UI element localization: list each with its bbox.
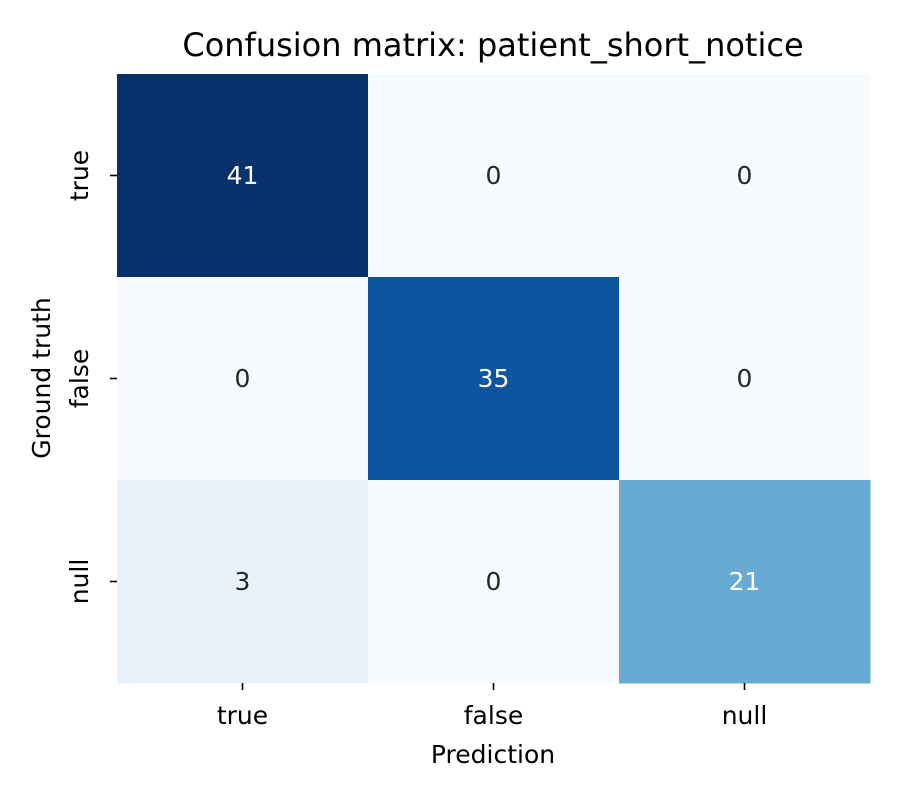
heatmap-cell-0-0 <box>117 74 369 278</box>
y-tick-label-0: true <box>65 150 94 201</box>
x-tick-label-0: true <box>217 701 268 730</box>
heatmap-cells <box>117 74 871 684</box>
cell-value-label-2-2: 21 <box>729 567 761 596</box>
cell-value-label-0-2: 0 <box>737 161 753 190</box>
heatmap-cell-1-1 <box>368 277 620 481</box>
y-tick-label-1: false <box>65 349 94 408</box>
y-axis-label: Ground truth <box>27 297 56 458</box>
cell-value-label-2-0: 3 <box>235 567 251 596</box>
cell-value-label-1-2: 0 <box>737 364 753 393</box>
heatmap-cell-2-1 <box>368 480 620 684</box>
heatmap-cell-1-2 <box>619 277 871 481</box>
heatmap-cell-labels: 41 0 0 0 35 0 3 0 21 <box>227 161 761 596</box>
heatmap-cell-2-0 <box>117 480 369 684</box>
cell-value-label-2-1: 0 <box>486 567 502 596</box>
heatmap-cell-1-0 <box>117 277 369 481</box>
chart-title: Confusion matrix: patient_short_notice <box>182 26 803 64</box>
heatmap-cell-2-2 <box>619 480 871 684</box>
x-axis-label: Prediction <box>431 740 555 769</box>
heatmap-cell-0-1 <box>368 74 620 278</box>
cell-value-label-0-1: 0 <box>486 161 502 190</box>
x-tick-label-2: null <box>722 701 768 730</box>
cell-value-label-1-0: 0 <box>235 364 251 393</box>
heatmap-cell-0-2 <box>619 74 871 278</box>
y-tick-label-2: null <box>65 559 94 605</box>
y-axis-ticks: true false null <box>65 150 117 604</box>
x-axis-ticks: true false null <box>217 683 767 730</box>
x-tick-label-1: false <box>464 701 523 730</box>
cell-value-label-1-1: 35 <box>478 364 510 393</box>
cell-value-label-0-0: 41 <box>227 161 259 190</box>
